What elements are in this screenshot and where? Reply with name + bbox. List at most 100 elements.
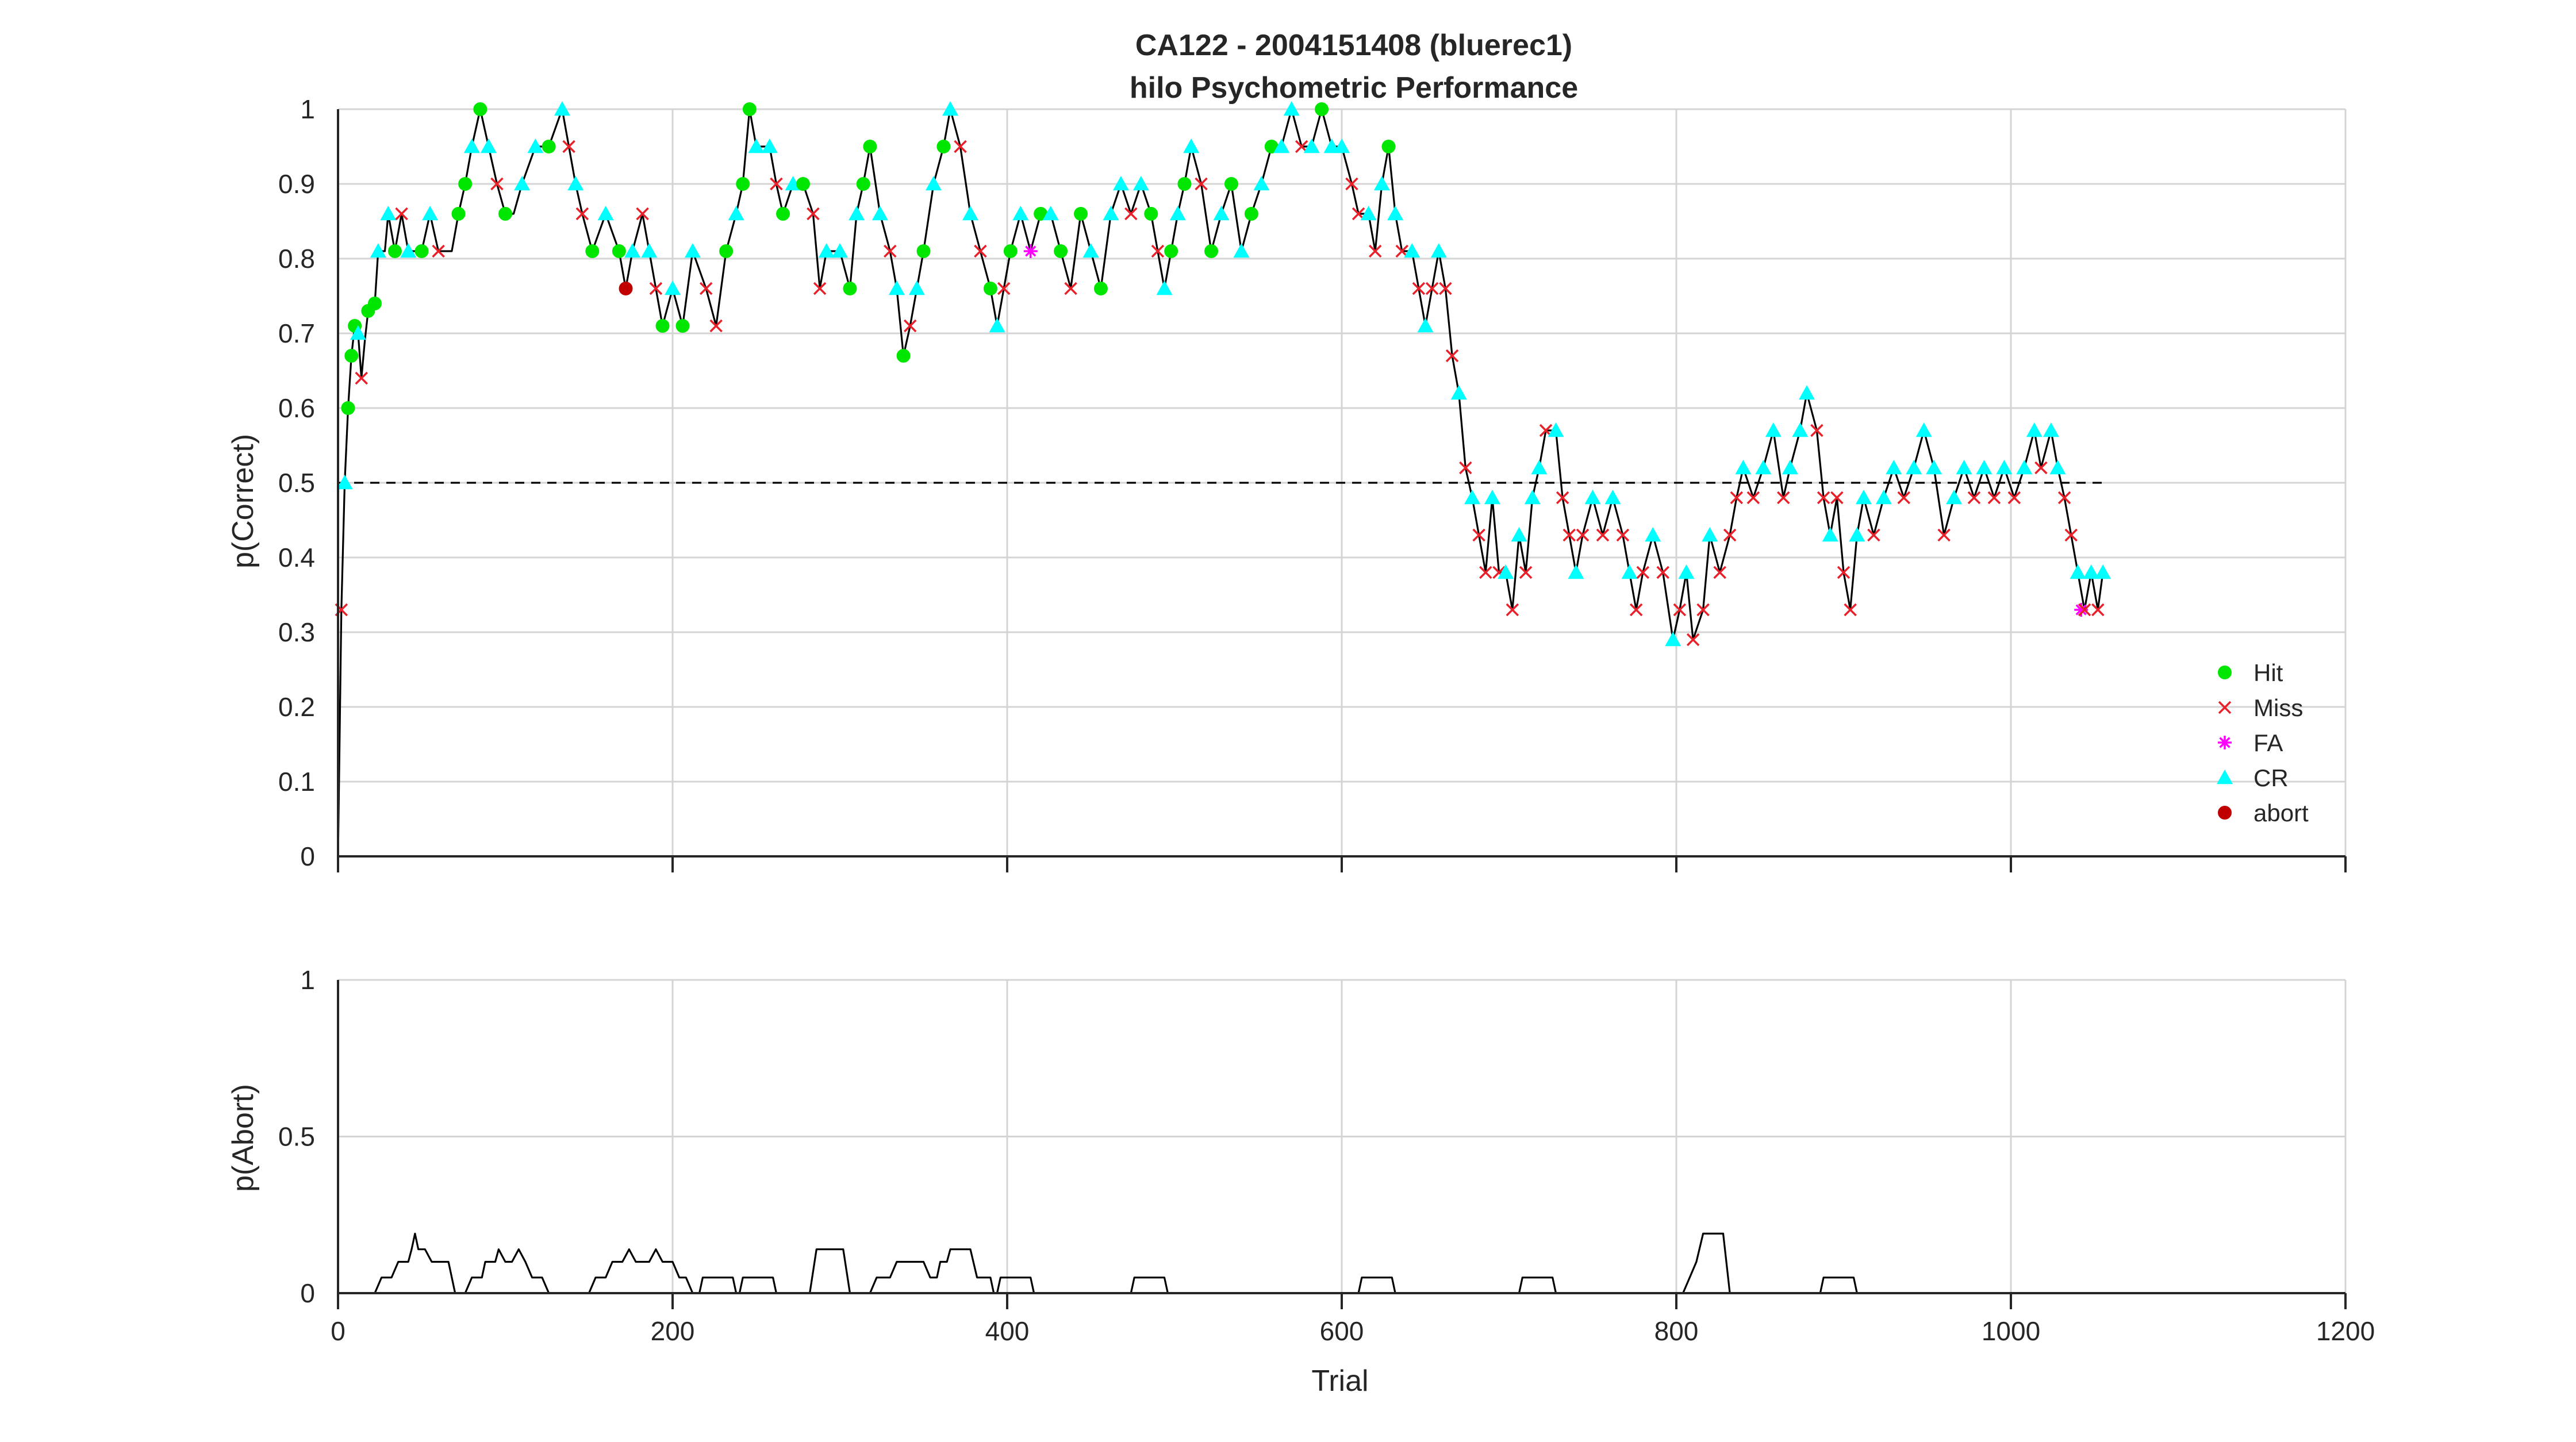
marker-cr [2083,564,2099,579]
marker-cr [1875,490,1892,505]
marker-cr [1765,422,1782,437]
legend-label-hit: Hit [2253,659,2283,686]
marker-cr [2016,460,2033,475]
marker-fa [1023,244,1038,258]
marker-miss [1987,491,2001,505]
marker-miss [2064,528,2078,542]
marker-miss [1837,566,1851,579]
y-tick-label: 0.8 [278,244,315,274]
marker-cr [2043,422,2059,437]
marker-cr [1915,422,1932,437]
marker-cr [989,318,1005,333]
marker-cr [1132,176,1149,191]
marker-miss [1629,603,1643,617]
marker-cr [1450,385,1467,400]
marker-cr [1233,243,1250,258]
marker-miss [1576,528,1590,542]
marker-cr [1568,564,1584,579]
marker-miss [1479,566,1492,579]
trial-markers [335,101,2112,647]
marker-hit [344,349,359,363]
marker-hit [1074,207,1088,221]
marker-miss [903,319,917,333]
marker-hit [414,244,429,258]
marker-cr [1531,460,1548,475]
marker-cr [1498,564,1514,579]
panel-p-correct: 0 0.1 0.2 0.3 0.4 0.5 0.6 0.7 0.8 0.9 1 p(Correct)… [226,94,2347,872]
marker-cr [888,280,905,295]
marker-hit [736,177,750,191]
marker-hit [776,207,790,221]
marker-cr [2095,564,2112,579]
marker-miss [1439,282,1452,295]
marker-miss [1746,491,1760,505]
marker-cr [665,280,681,295]
marker-miss [1556,491,1569,505]
legend-label-abort: abort [2253,799,2309,826]
x-tick-label: 200 [651,1316,695,1346]
marker-cr [567,176,584,191]
panel-p-abort: 0 200 400 600 800 1000 1200 0 0.5 1 p(Abort) Tria… [226,965,2375,1398]
marker-hit [341,401,355,415]
marker-cr [832,243,848,258]
y-tick-label: 0.7 [278,318,315,348]
marker-miss [1696,603,1710,617]
marker-miss [1867,528,1880,542]
x-tick-label: 400 [985,1316,1030,1346]
marker-cr [1702,527,1718,542]
marker-miss [1937,528,1951,542]
marker-cr [1156,280,1173,295]
marker-cr [480,139,497,153]
marker-miss [432,244,445,258]
marker-cr [1417,318,1434,333]
marker-cr [2049,460,2066,475]
marker-cr [1303,139,1320,153]
x-tick-label: 1200 [2316,1316,2375,1346]
marker-cr [1183,139,1200,153]
marker-hit [542,140,556,153]
marker-hit [1164,244,1178,258]
marker-hit [843,282,857,295]
marker-miss [355,371,368,385]
marker-cr [1464,490,1480,505]
y-tick-label: 0.2 [278,692,315,722]
marker-cr [336,475,353,490]
figure-title-line2: hilo Psychometric Performance [1130,71,1578,105]
marker-hit [983,282,997,295]
legend-marker-cr [2217,770,2233,785]
marker-hit [863,140,877,153]
marker-hit [1381,140,1396,153]
marker-hit [675,319,690,333]
marker-hit [1054,244,1068,258]
marker-hit [1264,140,1279,153]
marker-hit [368,297,382,310]
y-tick-label: 0 [300,1278,315,1308]
marker-hit [896,349,911,363]
marker-hit [856,177,870,191]
marker-miss [1636,566,1650,579]
marker-miss [2034,461,2048,475]
marker-cr [370,243,386,258]
marker-miss [884,244,897,258]
marker-cr [1906,460,1922,475]
marker-cr [1253,176,1270,191]
marker-cr [1645,527,1661,542]
marker-miss [1730,491,1743,505]
marker-cr [1484,490,1500,505]
marker-hit [1034,207,1048,221]
y-tick-label: 0.5 [278,468,315,498]
marker-miss [2091,603,2105,617]
marker-cr [350,325,366,340]
x-tick-label: 1000 [1982,1316,2040,1346]
marker-miss [709,319,723,333]
figure-title-line1: CA122 - 2004151408 (bluerec1) [1135,29,1572,62]
marker-miss [1596,528,1610,542]
marker-cr [1283,101,1300,116]
marker-cr [1886,460,1902,475]
marker-hit [1224,177,1238,191]
marker-miss [649,282,663,295]
marker-cr [624,243,641,258]
marker-cr [962,206,978,221]
marker-cr [597,206,614,221]
